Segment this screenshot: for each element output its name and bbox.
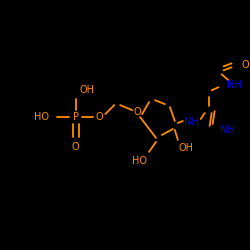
Text: P: P — [72, 112, 78, 122]
Text: O: O — [96, 112, 103, 122]
Text: NH: NH — [184, 117, 199, 127]
Text: NH: NH — [220, 125, 234, 135]
Text: OH: OH — [80, 85, 94, 95]
Text: NH: NH — [226, 80, 241, 90]
Text: HO: HO — [132, 156, 147, 166]
Text: O: O — [242, 60, 249, 70]
Text: OH: OH — [179, 143, 194, 153]
Text: HO: HO — [34, 112, 49, 122]
Text: O: O — [72, 142, 79, 152]
Text: O: O — [133, 107, 141, 117]
